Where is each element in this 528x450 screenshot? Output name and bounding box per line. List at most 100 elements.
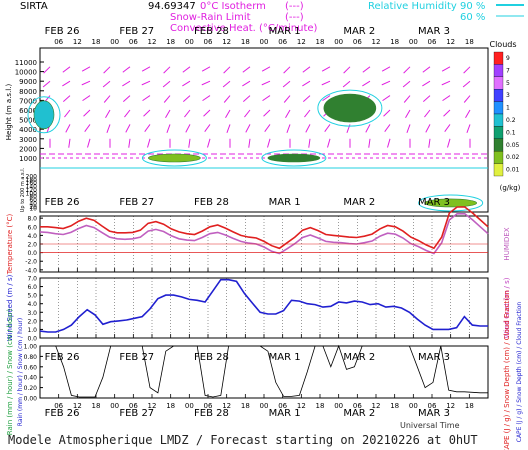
wind-arrow [282,80,291,88]
wind-arrow [327,138,331,148]
wind-series-line [39,278,488,333]
cloud-blob [424,198,477,208]
wind-arrow [406,124,411,134]
cloud-panel-frame [39,47,489,213]
wind-arrow [302,80,311,87]
wind-arrow [103,95,111,103]
wind-arrow [102,80,111,88]
wind-arrow [442,95,451,102]
x-hour-label: 00 [409,402,418,410]
wind-arrow [105,109,111,119]
wind-arrow [141,80,151,86]
y-tick-label: 1.00 [24,344,38,351]
y-tick-label: 7.0 [27,276,37,283]
legend-isotherm: 0°C Isotherm [200,1,266,12]
wind-arrow [185,124,191,133]
x-day-label: FEB 26 [45,352,80,363]
wind-arrow [383,109,391,117]
wind-arrow [244,109,251,118]
colorbar-swatch [493,89,504,102]
wind-arrow [382,95,391,102]
wind-arrow [261,80,271,86]
wind-arrow [245,124,251,133]
x-day-label: MAR 3 [418,408,450,419]
wind-arrow [425,124,431,133]
y-tick-label: 40 [29,200,37,207]
wind-arrow [286,124,291,134]
wind-arrow [82,95,91,102]
y-tick-label: 3000 [19,136,37,144]
y-tick-label: 6.0 [27,224,37,231]
wind-arrow [285,109,291,119]
colorbar-swatch [493,51,504,65]
precip-frame [39,345,489,399]
wind-arrow [201,80,211,86]
x-hour-label: 12 [73,402,82,410]
wind-arrow [362,66,371,73]
x-day-label: FEB 28 [194,26,229,37]
wind-arrow [122,80,131,87]
wind-arrow [184,109,191,118]
wind-arrow [81,66,91,72]
wind-arrow [201,66,211,72]
y-tick-label: 200 [26,174,38,181]
legend-snow-rain: Snow-Rain Limit [170,12,251,23]
wind-arrow [188,138,191,148]
x-hour-label: 18 [465,38,474,46]
wind-arrow [106,124,111,134]
x-hour-label: 18 [92,402,101,410]
x-day-label: MAR 2 [343,408,375,419]
x-day-label: FEB 28 [194,197,229,208]
wind-arrow [242,66,251,73]
y-tick-label: 20 [29,204,37,211]
wind-arrow [122,95,131,102]
x-hour-label: 12 [297,402,306,410]
wind-arrow [144,124,151,132]
y-tick-label: 8000 [19,88,37,96]
header-svg: SIRTA 94.69347 0°C Isotherm (---) Snow-R… [20,1,524,34]
wind-arrow [441,66,451,72]
colorbar-swatch [493,163,504,177]
x-day-label: FEB 26 [45,26,80,37]
y-tick-label: -4.0 [25,267,37,274]
wind-arrow [223,66,231,74]
y-tick-label: 1000 [19,155,37,163]
wind-arrow [62,95,71,102]
colorbar-label: 0.05 [506,142,520,149]
y-tick-label: 2000 [19,145,37,153]
colorbar-label: 5 [506,80,510,87]
y-tick-label: 5000 [19,117,37,125]
colorbar-swatch [493,101,504,115]
wind-arrow [447,138,451,148]
wind-arrow [428,138,431,148]
y-tick-label: 8.0 [27,216,37,223]
y-tick-label: 9000 [19,78,37,86]
wind-arrow [203,109,211,117]
y-axis-label: Height (m a.s.l.) [5,84,13,141]
x-hour-label: 18 [390,38,399,46]
colorbar-label: 3 [506,92,510,99]
wind-arrow [261,66,271,72]
x-hour-label: 18 [166,402,175,410]
y-tick-label: 11000 [15,59,37,67]
x-hour-label: 18 [316,38,325,46]
wind-arrow [128,138,131,148]
wind-arrow [207,138,211,148]
x-day-label: MAR 1 [269,408,301,419]
wind-arrow [321,66,331,72]
x-hour-label: 06 [204,38,213,46]
x-hour-label: 06 [204,402,213,410]
site-name: SIRTA [20,1,48,12]
wind-arrow [424,109,431,118]
colorbar-swatch [493,113,504,127]
cloud-blob [267,153,321,163]
wind-arrow [422,95,431,102]
colorbar-label: 7 [506,67,510,74]
y-tick-label: 7000 [19,97,37,105]
wind-arrow [142,95,151,102]
wind-arrow [403,66,411,74]
wind-arrow [304,109,311,118]
wind-arrow [305,124,311,133]
wind-arrow [162,80,171,88]
chart-header: SIRTA 94.69347 0°C Isotherm (---) Snow-R… [0,0,528,40]
